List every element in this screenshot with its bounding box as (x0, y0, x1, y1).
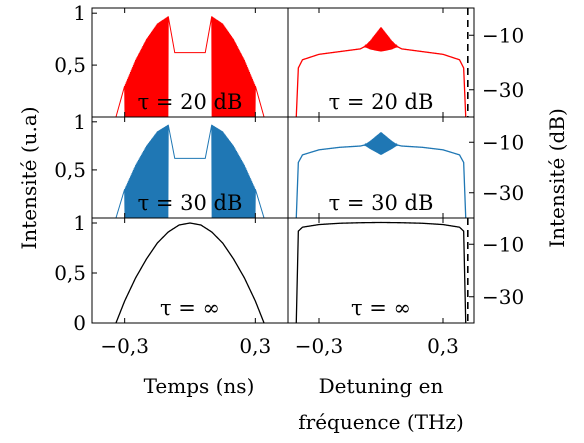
y-tick-label: −30 (482, 78, 524, 102)
y-axis-label-right: Intensité (dB) (545, 108, 569, 248)
y-tick-label: −30 (482, 181, 524, 205)
panel-spectrum-row1: −10 −30 τ = 20 dB (287, 7, 524, 118)
tau-annotation: τ = 20 dB (329, 90, 434, 114)
panel-time-row3: 0 0,5 1 −0,3 0,3 τ = ∞ (54, 211, 289, 358)
series-line-spectrum-row2 (295, 132, 467, 218)
y-tick-label: 0,5 (54, 53, 86, 77)
y-tick-label: 1 (73, 211, 86, 235)
y-tick-label: 0 (73, 311, 86, 335)
y-tick-label: −10 (482, 23, 524, 47)
x-tick-label: −0,3 (100, 334, 149, 358)
axes-frame (287, 217, 475, 324)
series-line-time-row1 (115, 16, 265, 117)
series-line-time-row2 (115, 124, 265, 218)
panels: 0,5 1 τ = 20 dB −10 −30 τ = 20 dB 0,5 1 τ = 30 d… (54, 1, 524, 358)
x-axis-label-right-line2: fréquence (THz) (298, 410, 464, 434)
x-axis-label-right-line1: Detuning en (319, 374, 444, 398)
y-tick-label: −10 (482, 232, 524, 256)
y-tick-label: −30 (482, 285, 524, 309)
y-tick-label: 1 (73, 1, 86, 25)
series-line-spectrum-row1 (295, 27, 467, 117)
y-tick-label: 0,5 (54, 158, 86, 182)
panel-time-row1: 0,5 1 τ = 20 dB (54, 1, 289, 118)
series-line-spectrum-row3 (295, 221, 467, 323)
y-tick-label: 1 (73, 110, 86, 134)
tau-annotation: τ = 20 dB (138, 90, 243, 114)
x-tick-label: 0,3 (239, 334, 271, 358)
panel-spectrum-row2: −10 −30 τ = 30 dB (287, 116, 524, 219)
x-tick-label: −0,3 (295, 334, 344, 358)
x-axis-label-left: Temps (ns) (144, 374, 255, 398)
tau-annotation: τ = 30 dB (329, 191, 434, 215)
tau-annotation: τ = 30 dB (138, 191, 243, 215)
panel-spectrum-row3: −10 −30 −0,3 0,3 τ = ∞ (287, 217, 524, 358)
x-tick-label: 0,3 (427, 334, 459, 358)
y-tick-label: 0,5 (54, 261, 86, 285)
panel-time-row2: 0,5 1 τ = 30 dB (54, 110, 289, 219)
y-axis-label-left: Intensité (u.a) (17, 106, 41, 249)
y-tick-label: −10 (482, 130, 524, 154)
series-line-time-row3 (115, 222, 265, 323)
tau-annotation: τ = ∞ (160, 296, 220, 320)
tau-annotation: τ = ∞ (351, 296, 411, 320)
